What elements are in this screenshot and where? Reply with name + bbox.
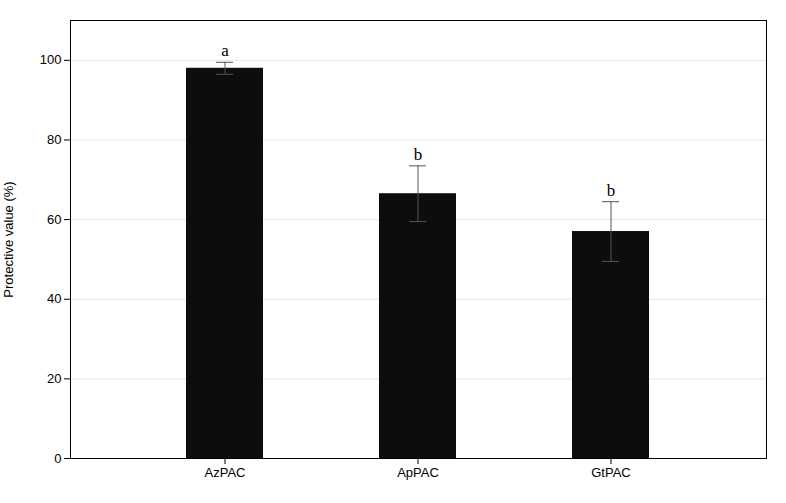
svg-text:Protective value (%): Protective value (%) bbox=[1, 181, 16, 297]
svg-text:80: 80 bbox=[47, 132, 61, 147]
svg-text:b: b bbox=[607, 181, 616, 200]
svg-text:ApPAC: ApPAC bbox=[397, 465, 439, 480]
svg-text:100: 100 bbox=[40, 52, 62, 67]
svg-text:40: 40 bbox=[47, 291, 61, 306]
svg-text:GtPAC: GtPAC bbox=[591, 465, 631, 480]
svg-text:60: 60 bbox=[47, 212, 61, 227]
svg-text:AzPAC: AzPAC bbox=[205, 465, 246, 480]
svg-text:b: b bbox=[414, 145, 423, 164]
svg-text:0: 0 bbox=[54, 451, 61, 466]
svg-text:20: 20 bbox=[47, 371, 61, 386]
svg-text:a: a bbox=[221, 41, 229, 60]
